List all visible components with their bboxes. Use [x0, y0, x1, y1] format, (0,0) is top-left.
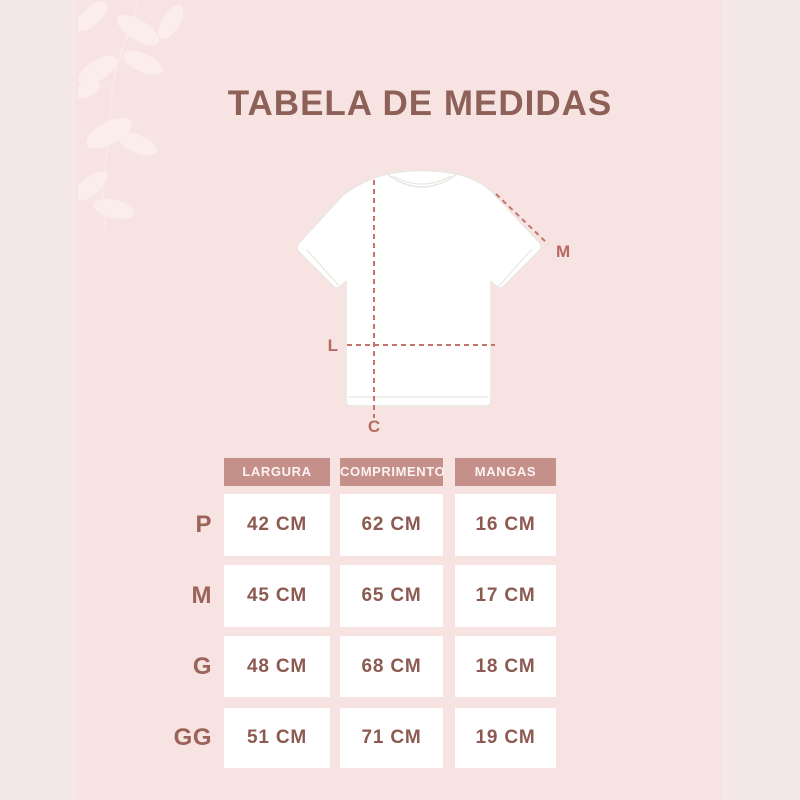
size-label-g: G: [192, 652, 212, 680]
tshirt-shape: [296, 169, 542, 407]
table-row: M 45 CM 65 CM 17 CM: [0, 565, 800, 627]
cell-m-mangas: 17 CM: [455, 565, 556, 627]
sleeve-measure-line: [495, 193, 549, 245]
size-label-m: M: [191, 582, 212, 609]
width-label: L: [328, 336, 338, 355]
cell-g-comprimento: 68 CM: [340, 636, 443, 697]
tshirt-measurement-diagram: L C M: [296, 169, 570, 434]
cell-p-mangas: 16 CM: [455, 494, 556, 556]
column-header-largura: LARGURA: [224, 458, 330, 486]
column-header-comprimento: COMPRIMENTO: [340, 458, 445, 486]
cell-m-largura: 45 CM: [224, 565, 330, 627]
cell-p-comprimento: 62 CM: [340, 494, 443, 556]
leaf-branch-decoration: [78, 0, 183, 232]
cell-gg-largura: 51 CM: [224, 708, 330, 768]
table-row: GG 51 CM 71 CM 19 CM: [0, 708, 800, 768]
table-row: G 48 CM 68 CM 18 CM: [0, 636, 800, 697]
page-title: TABELA DE MEDIDAS: [227, 84, 613, 123]
size-label-gg: GG: [173, 724, 212, 751]
cell-g-largura: 48 CM: [224, 636, 330, 697]
cell-p-largura: 42 CM: [224, 494, 330, 556]
sleeve-label: M: [556, 242, 570, 261]
table-row: P 42 CM 62 CM 16 CM: [0, 494, 800, 556]
column-header-mangas: MANGAS: [455, 458, 556, 486]
cell-g-mangas: 18 CM: [455, 636, 556, 697]
cell-m-comprimento: 65 CM: [340, 565, 443, 627]
size-label-p: P: [195, 511, 212, 538]
cell-gg-mangas: 19 CM: [455, 708, 556, 768]
cell-gg-comprimento: 71 CM: [340, 708, 443, 768]
length-label: C: [368, 417, 380, 434]
